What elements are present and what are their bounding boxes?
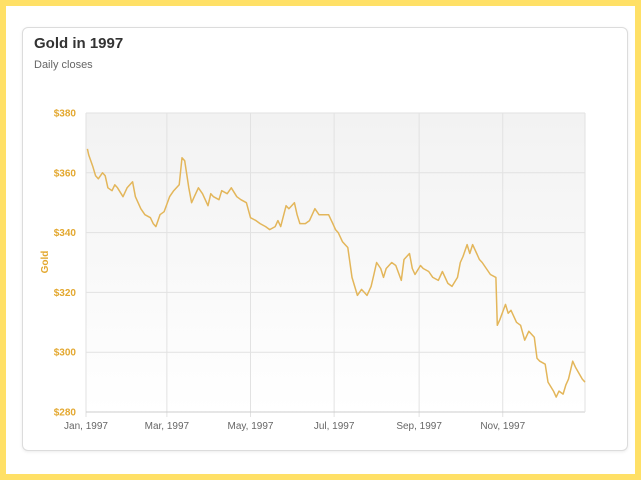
gold-price-line bbox=[86, 148, 586, 398]
y-tick-label: $320 bbox=[54, 288, 77, 299]
x-tick-label: Sep, 1997 bbox=[396, 421, 442, 432]
x-tick-label: Jul, 1997 bbox=[314, 421, 355, 432]
y-axis-label: Gold bbox=[40, 251, 51, 274]
chart-title: Gold in 1997 bbox=[34, 35, 124, 52]
x-tick-label: May, 1997 bbox=[228, 421, 274, 432]
x-tick-label: Jan, 1997 bbox=[64, 421, 108, 432]
x-tick-label: Nov, 1997 bbox=[480, 421, 525, 432]
y-tick-label: $300 bbox=[54, 348, 77, 359]
y-tick-label: $380 bbox=[54, 109, 77, 120]
x-tick-label: Mar, 1997 bbox=[145, 421, 190, 432]
y-tick-label: $360 bbox=[54, 168, 77, 179]
y-tick-label: $280 bbox=[54, 408, 77, 419]
y-tick-label: $340 bbox=[54, 228, 77, 239]
chart-subtitle: Daily closes bbox=[34, 59, 93, 71]
plot-area bbox=[86, 113, 585, 412]
